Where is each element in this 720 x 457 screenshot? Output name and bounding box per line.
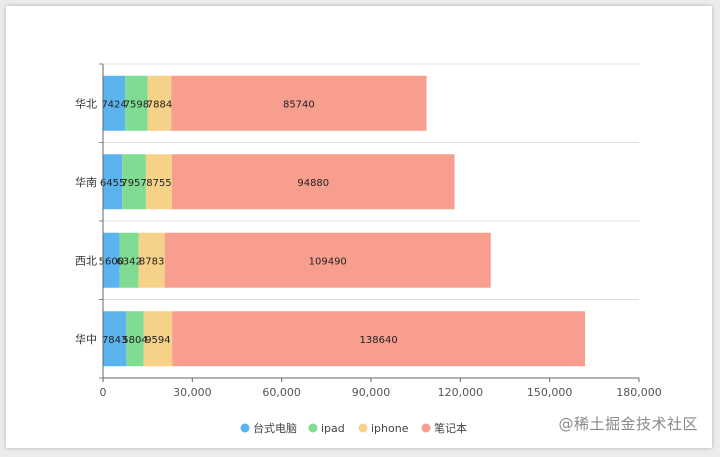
data-label: 8755 [146, 178, 171, 189]
bar-segment[interactable] [145, 154, 172, 210]
data-label: 138640 [360, 335, 398, 346]
legend-item[interactable]: 笔记本 [421, 421, 468, 435]
x-tick-label: 60,000 [262, 386, 301, 399]
data-label: 85740 [283, 99, 315, 110]
x-tick-label: 150,000 [527, 386, 573, 399]
bar-segment[interactable] [103, 311, 127, 367]
data-label: 94880 [297, 178, 329, 189]
bar-segment[interactable] [164, 232, 491, 288]
data-label: 8783 [139, 256, 164, 267]
bars-layer [103, 75, 586, 367]
data-label: 6342 [116, 256, 141, 267]
bar-segment[interactable] [147, 75, 172, 131]
data-label: 7884 [147, 99, 172, 110]
data-label: 7957 [121, 178, 146, 189]
x-tick-label: 90,000 [352, 386, 391, 399]
legend-label: 笔记本 [434, 421, 467, 435]
data-label: 7424 [101, 99, 126, 110]
data-label: 109490 [309, 256, 347, 267]
chart-container: 7424 7598 7884 85740 6455 7957 8755 94880 5600 63… [6, 6, 712, 448]
legend-item[interactable]: iphone [358, 422, 409, 435]
bar-segment[interactable] [103, 154, 123, 210]
category-label: 华北 [75, 96, 97, 110]
bar-segment[interactable] [126, 311, 144, 367]
bar-segment[interactable] [171, 75, 427, 131]
x-tick-label: 180,000 [616, 386, 662, 399]
bar-segment[interactable] [143, 311, 173, 367]
legend-item[interactable]: 台式电脑 [240, 421, 298, 435]
x-tick-label: 0 [100, 386, 107, 399]
data-label: 6455 [100, 178, 125, 189]
bar-segment[interactable] [172, 311, 586, 367]
legend-label: 台式电脑 [253, 421, 297, 435]
watermark-text: @稀土掘金技术社区 [558, 415, 698, 433]
data-label: 7843 [102, 335, 127, 346]
data-label: 5804 [122, 335, 147, 346]
bar-segment[interactable] [103, 75, 126, 131]
bar-segment[interactable] [171, 154, 455, 210]
legend-marker [358, 423, 368, 433]
category-label: 华中 [75, 332, 97, 346]
bar-segment[interactable] [138, 232, 165, 288]
legend-item[interactable]: ipad [308, 422, 345, 435]
x-tick-label: 30,000 [173, 386, 212, 399]
data-label: 7598 [124, 99, 149, 110]
bar-segment[interactable] [119, 232, 139, 288]
legend-marker [421, 423, 431, 433]
legend-label: iphone [371, 422, 409, 435]
legend-marker [308, 423, 318, 433]
bar-segment[interactable] [103, 232, 120, 288]
legend-label: ipad [321, 422, 345, 435]
category-label: 西北 [75, 254, 97, 267]
bar-segment[interactable] [122, 154, 146, 210]
data-label: 5600 [99, 256, 124, 267]
category-label: 华南 [75, 175, 97, 189]
bar-segment[interactable] [125, 75, 148, 131]
legend-marker [240, 423, 250, 433]
x-tick-label: 120,000 [438, 386, 484, 399]
legend[interactable]: 台式电脑 ipad iphone 笔记本 [240, 421, 468, 435]
data-label: 9594 [145, 335, 170, 346]
